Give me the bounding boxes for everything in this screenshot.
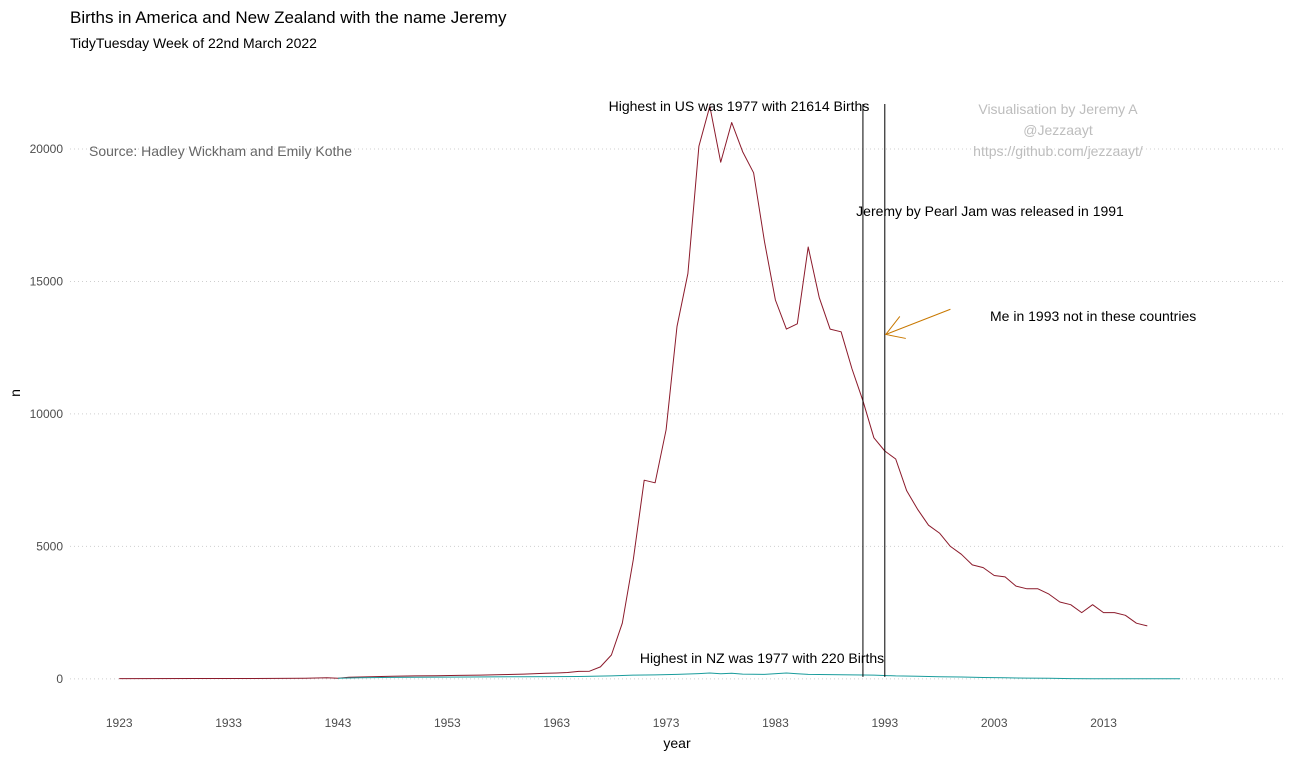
series-lines [119, 105, 1181, 680]
x-tick-label: 1983 [762, 716, 789, 730]
chart-title: Births in America and New Zealand with t… [70, 8, 507, 27]
x-axis-ticks: 1923 1933 1943 1953 1963 1973 1983 1993 2003 2013 [106, 716, 1117, 730]
y-axis-title: n [7, 389, 23, 397]
x-tick-label: 1973 [653, 716, 680, 730]
arrow-shaft [885, 308, 951, 335]
us-series-line [119, 105, 1148, 680]
x-tick-label: 1993 [871, 716, 898, 730]
x-axis-title: year [663, 735, 691, 751]
y-tick-label: 20000 [30, 142, 64, 156]
nz-peak-annotation: Highest in NZ was 1977 with 220 Births [640, 650, 884, 666]
credit-name: Visualisation by Jeremy A [978, 101, 1138, 117]
annotation-arrow [884, 308, 951, 339]
source-caption: Source: Hadley Wickham and Emily Kothe [89, 143, 352, 159]
x-tick-label: 1963 [543, 716, 570, 730]
us-peak-annotation: Highest in US was 1977 with 21614 Births [609, 98, 870, 114]
arrow-head [884, 316, 906, 339]
y-tick-label: 15000 [30, 274, 64, 288]
x-tick-label: 2003 [981, 716, 1008, 730]
chart-subtitle: TidyTuesday Week of 22nd March 2022 [70, 35, 317, 51]
y-tick-label: 0 [56, 672, 63, 686]
gridlines [70, 148, 1284, 680]
y-tick-label: 10000 [30, 407, 64, 421]
nz-series-line [337, 672, 1181, 680]
reference-lines [862, 104, 886, 677]
pearl-jam-annotation: Jeremy by Pearl Jam was released in 1991 [856, 203, 1124, 219]
me-annotation: Me in 1993 not in these countries [990, 308, 1196, 324]
x-tick-label: 1943 [325, 716, 352, 730]
credit-handle: @Jezzaayt [1023, 122, 1093, 138]
x-tick-label: 1953 [434, 716, 461, 730]
credit-url: https://github.com/jezzaayt/ [973, 143, 1143, 159]
x-tick-label: 2013 [1090, 716, 1117, 730]
y-tick-label: 5000 [36, 539, 63, 553]
y-axis-ticks: 0 5000 10000 15000 20000 [30, 142, 64, 686]
x-tick-label: 1933 [215, 716, 242, 730]
x-tick-label: 1923 [106, 716, 133, 730]
